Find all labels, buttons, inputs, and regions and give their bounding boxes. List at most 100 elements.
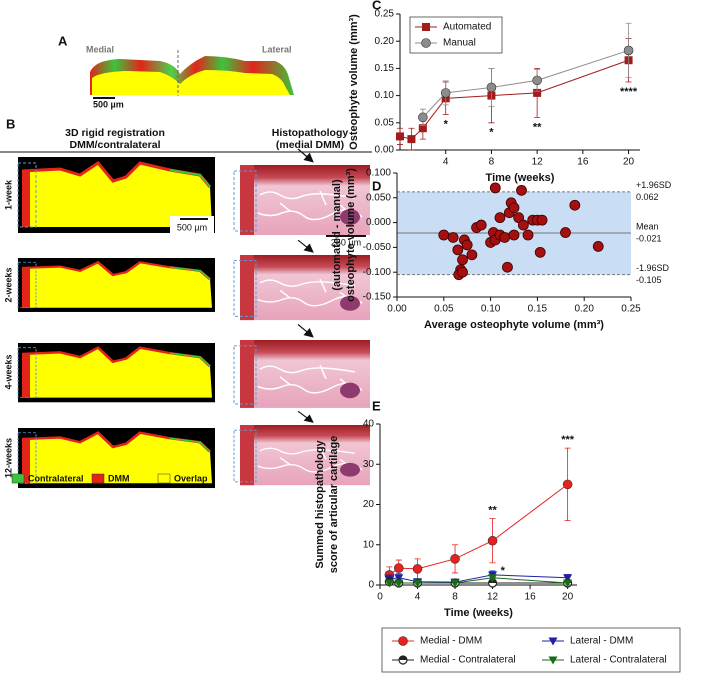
x-axis-label: Time (weeks) xyxy=(486,172,555,184)
panel-label: D xyxy=(372,178,381,193)
row-label: 1-week xyxy=(3,179,13,210)
marker xyxy=(562,479,573,490)
x-tick-label: 0 xyxy=(377,592,383,603)
point xyxy=(475,219,487,231)
y-axis-label: Summed histopathology xyxy=(314,439,326,568)
y-tick-label: 0.050 xyxy=(366,192,391,203)
legend-swatch xyxy=(157,473,171,484)
y-tick-label: 0.20 xyxy=(375,36,395,47)
y-tick-label: -0.150 xyxy=(363,292,392,303)
point xyxy=(502,261,513,273)
marker xyxy=(418,124,427,133)
annotation: **** xyxy=(620,86,638,98)
marker xyxy=(412,564,423,574)
marker xyxy=(407,135,416,144)
scale-box xyxy=(170,216,214,233)
panel-label: B xyxy=(6,116,15,131)
marker xyxy=(396,132,404,141)
legend-label: Manual xyxy=(443,38,476,49)
x-tick-label: 20 xyxy=(562,592,574,603)
point xyxy=(569,199,581,211)
point xyxy=(457,266,468,278)
surface-map xyxy=(92,70,290,95)
row-label: 2-weeks xyxy=(3,267,13,302)
annotation: * xyxy=(489,127,494,139)
x-tick-label: 0.15 xyxy=(528,304,548,315)
y-tick-label: 20 xyxy=(363,499,375,510)
marker xyxy=(486,82,497,93)
legend-label: Overlap xyxy=(174,473,208,483)
point xyxy=(452,244,464,256)
point xyxy=(461,239,473,251)
histology-image xyxy=(234,411,370,485)
point xyxy=(508,229,520,241)
marker xyxy=(398,655,408,665)
x-tick-label: 20 xyxy=(623,157,635,168)
marker xyxy=(398,636,408,646)
y-axis-label: score of articular cartilage xyxy=(328,436,340,574)
y-tick-label: 0.05 xyxy=(375,117,395,128)
y-tick-label: 0 xyxy=(368,580,374,591)
legend-label: Lateral - Contralateral xyxy=(570,655,667,666)
legend-swatch xyxy=(11,473,25,484)
point xyxy=(560,227,571,238)
point xyxy=(508,202,520,214)
legend-label: Lateral - DMM xyxy=(570,636,633,647)
x-tick-label: 12 xyxy=(532,157,544,168)
x-tick-label: 16 xyxy=(525,592,537,603)
legend-label: Contralateral xyxy=(28,473,84,483)
point xyxy=(522,229,534,241)
annotation: *** xyxy=(561,434,575,446)
marker xyxy=(440,88,451,98)
reference-value: 0.062 xyxy=(636,192,659,202)
marker xyxy=(384,579,394,588)
x-tick-label: 0.05 xyxy=(434,304,454,315)
annotation: ** xyxy=(533,121,542,133)
marker xyxy=(418,112,428,123)
point xyxy=(438,229,450,241)
column-header: Histopathology xyxy=(272,127,349,139)
series-line xyxy=(422,49,629,118)
y-tick-label: 0.25 xyxy=(375,9,395,20)
row-label: 4-weeks xyxy=(3,354,13,389)
legend-label: DMM xyxy=(108,473,130,483)
marker xyxy=(563,574,573,583)
y-tick-label: 40 xyxy=(363,419,375,430)
legend-label: Automated xyxy=(443,22,491,33)
marker xyxy=(450,579,460,588)
point xyxy=(592,241,604,252)
panel-label: C xyxy=(372,0,382,12)
reference-name: -1.96SD xyxy=(636,263,670,273)
x-tick-label: 0.10 xyxy=(481,304,501,315)
marker xyxy=(563,579,573,588)
marker xyxy=(413,579,423,588)
y-axis-label: Osteophyte volume (mm³) xyxy=(348,14,360,150)
marker xyxy=(450,554,460,564)
marker-half xyxy=(399,656,407,660)
x-axis-label: Time (weeks) xyxy=(444,607,513,619)
reference-value: -0.105 xyxy=(636,275,662,285)
point xyxy=(517,219,529,231)
point xyxy=(457,254,468,266)
row-label: 12-weeks xyxy=(3,438,13,478)
point xyxy=(516,184,527,196)
point xyxy=(499,232,511,243)
reference-value: -0.021 xyxy=(636,233,662,243)
panel-label: E xyxy=(372,398,381,413)
x-axis-label: Average osteophyte volume (mm³) xyxy=(424,319,604,331)
y-axis-label: (automated - manual) xyxy=(331,179,343,291)
series-line xyxy=(389,483,568,576)
point xyxy=(489,182,501,194)
y-tick-label: 30 xyxy=(363,459,375,470)
x-tick-label: 4 xyxy=(443,157,449,168)
point xyxy=(494,212,506,224)
point xyxy=(447,232,459,243)
marker xyxy=(532,75,542,86)
column-header: (medial DMM) xyxy=(276,139,344,151)
y-tick-label: 10 xyxy=(363,539,375,550)
side-label: Medial xyxy=(86,44,114,54)
marker xyxy=(394,574,404,583)
legend-box xyxy=(381,627,681,673)
point xyxy=(466,249,478,261)
